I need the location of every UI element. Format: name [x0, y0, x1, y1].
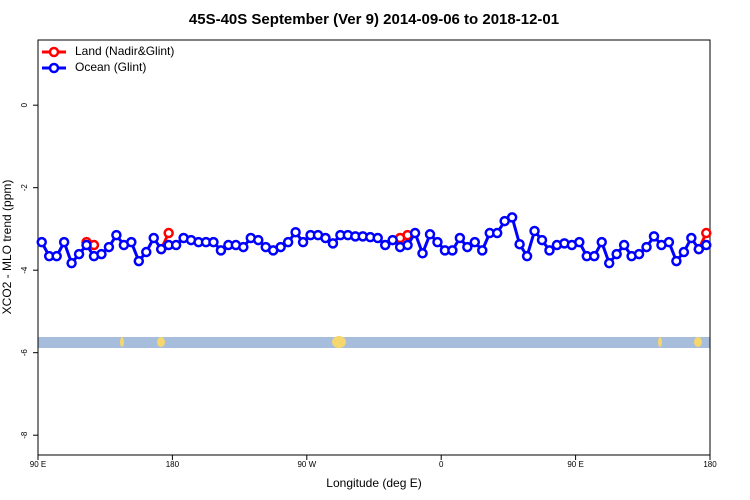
data-point — [170, 239, 182, 251]
x-tick-label: 90 W — [297, 460, 316, 469]
data-point — [372, 232, 383, 244]
data-point — [462, 241, 473, 253]
data-point — [253, 234, 264, 246]
data-point — [603, 257, 615, 269]
data-point — [148, 232, 159, 244]
data-point — [103, 241, 115, 253]
data-point — [678, 246, 690, 258]
data-point — [633, 248, 645, 260]
data-point — [297, 236, 309, 248]
y-tick-label: -6 — [20, 349, 29, 357]
data-point — [379, 239, 391, 251]
data-point — [424, 229, 436, 240]
data-point — [66, 257, 77, 269]
data-point — [521, 250, 533, 262]
x-tick-label: 180 — [703, 460, 717, 469]
data-point — [663, 236, 675, 248]
data-point — [618, 239, 630, 251]
data-point — [81, 239, 92, 251]
data-point — [73, 248, 85, 260]
data-point — [491, 227, 503, 239]
plot-frame — [37, 39, 711, 456]
data-point — [544, 245, 555, 256]
data-point — [51, 250, 62, 262]
data-point — [648, 231, 660, 242]
data-point — [506, 212, 518, 223]
data-point — [454, 232, 466, 244]
data-point — [238, 241, 249, 253]
data-point — [693, 243, 705, 255]
y-axis-label: XCO2 - MLO trend (ppm) — [0, 180, 14, 315]
x-tick-label: 180 — [166, 460, 180, 469]
data-point — [409, 227, 421, 239]
x-tick-label: 0 — [439, 460, 444, 469]
surface-band — [38, 336, 710, 348]
data-point — [163, 227, 174, 239]
data-point — [133, 255, 145, 267]
data-point — [469, 236, 481, 248]
data-point — [417, 248, 428, 259]
data-point — [529, 225, 540, 237]
legend-marker — [48, 46, 60, 58]
x-tick-label: 90 E — [30, 460, 46, 469]
data-point — [96, 248, 107, 260]
data-point — [686, 232, 697, 244]
data-point — [641, 241, 652, 253]
data-point — [155, 243, 167, 255]
data-point — [671, 255, 682, 267]
data-point — [447, 245, 458, 256]
legend-label: Ocean (Glint) — [75, 60, 146, 74]
data-point — [208, 236, 219, 248]
data-point — [282, 236, 294, 248]
data-point — [596, 236, 607, 248]
data-point — [701, 227, 712, 239]
data-point — [141, 246, 152, 258]
data-point — [574, 236, 585, 248]
data-point — [701, 239, 712, 251]
data-point — [387, 234, 398, 246]
data-point — [402, 239, 413, 251]
data-point — [432, 236, 443, 248]
data-point — [477, 245, 488, 256]
legend-label: Land (Nadir&Glint) — [75, 44, 174, 58]
y-tick-label: -4 — [20, 266, 29, 274]
y-tick-label: -2 — [20, 184, 29, 192]
chart-title: 45S-40S September (Ver 9) 2014-09-06 to … — [189, 11, 559, 28]
data-point — [275, 241, 286, 253]
data-point — [58, 236, 70, 248]
data-point — [290, 226, 301, 238]
data-point — [611, 248, 622, 260]
x-axis-label: Longitude (deg E) — [326, 476, 421, 490]
y-tick-label: -8 — [20, 431, 29, 439]
data-point — [36, 236, 47, 248]
data-point — [327, 238, 339, 249]
data-point — [514, 238, 525, 250]
data-point — [589, 250, 600, 262]
data-point — [536, 234, 548, 246]
legend-marker — [48, 62, 60, 74]
data-point — [111, 229, 122, 241]
x-tick-label: 90 E — [567, 460, 583, 469]
data-point — [215, 245, 227, 256]
data-point — [126, 236, 137, 248]
data-point — [320, 232, 331, 244]
y-tick-label: 0 — [20, 102, 29, 107]
